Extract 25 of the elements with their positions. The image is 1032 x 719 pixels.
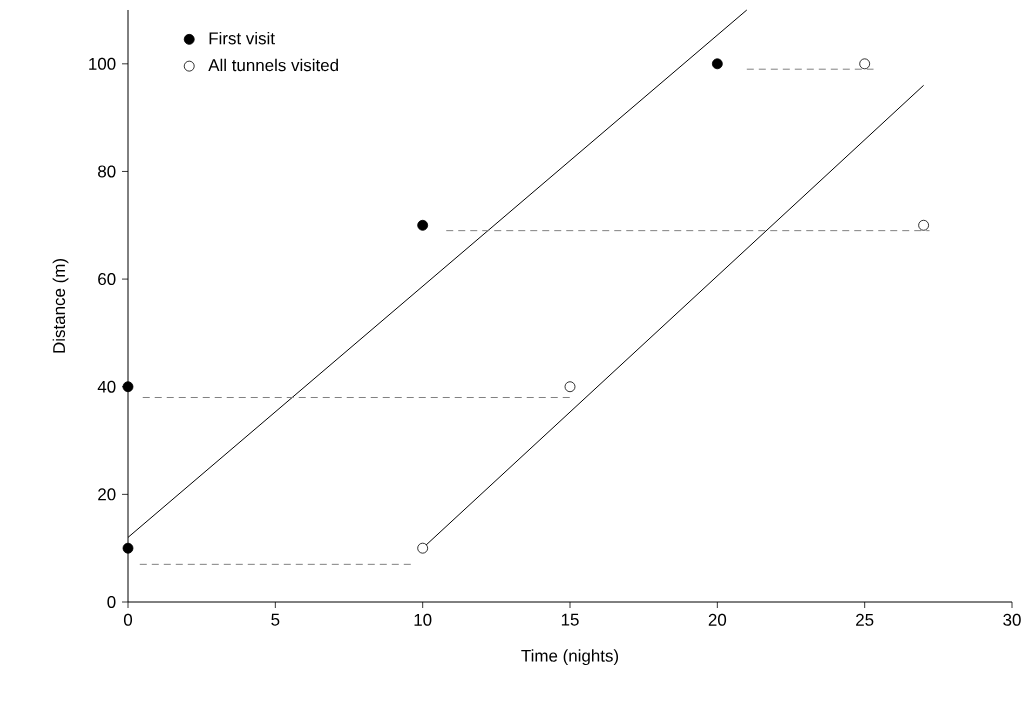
- y-tick-label: 0: [107, 596, 116, 608]
- legend-label: First visit: [209, 31, 275, 45]
- point: [122, 542, 134, 554]
- x-tick-label: 20: [708, 613, 727, 626]
- y-tick-label: 60: [98, 273, 116, 286]
- legend-label: All tunnels visited: [208, 58, 338, 72]
- point: [122, 381, 134, 393]
- x-tick-label: 15: [561, 613, 579, 626]
- x-axis-title: Time (nights): [521, 649, 619, 666]
- point: [564, 381, 576, 393]
- x-tick-label: 5: [271, 613, 280, 626]
- point: [417, 219, 429, 231]
- point: [711, 58, 723, 70]
- point: [417, 542, 429, 554]
- y-tick-label: 80: [98, 165, 116, 178]
- x-tick-label: 30: [1003, 613, 1021, 626]
- y-tick-label: 20: [98, 488, 116, 501]
- point: [859, 58, 871, 70]
- y-tick-label: 100: [89, 57, 116, 70]
- point: [918, 219, 930, 231]
- y-tick-label: 40: [97, 380, 116, 393]
- y-axis-title: Distance (m): [52, 259, 69, 353]
- x-tick-label: 10: [414, 613, 432, 626]
- x-tick-label: 25: [856, 613, 874, 626]
- x-tick-label: 0: [123, 613, 133, 626]
